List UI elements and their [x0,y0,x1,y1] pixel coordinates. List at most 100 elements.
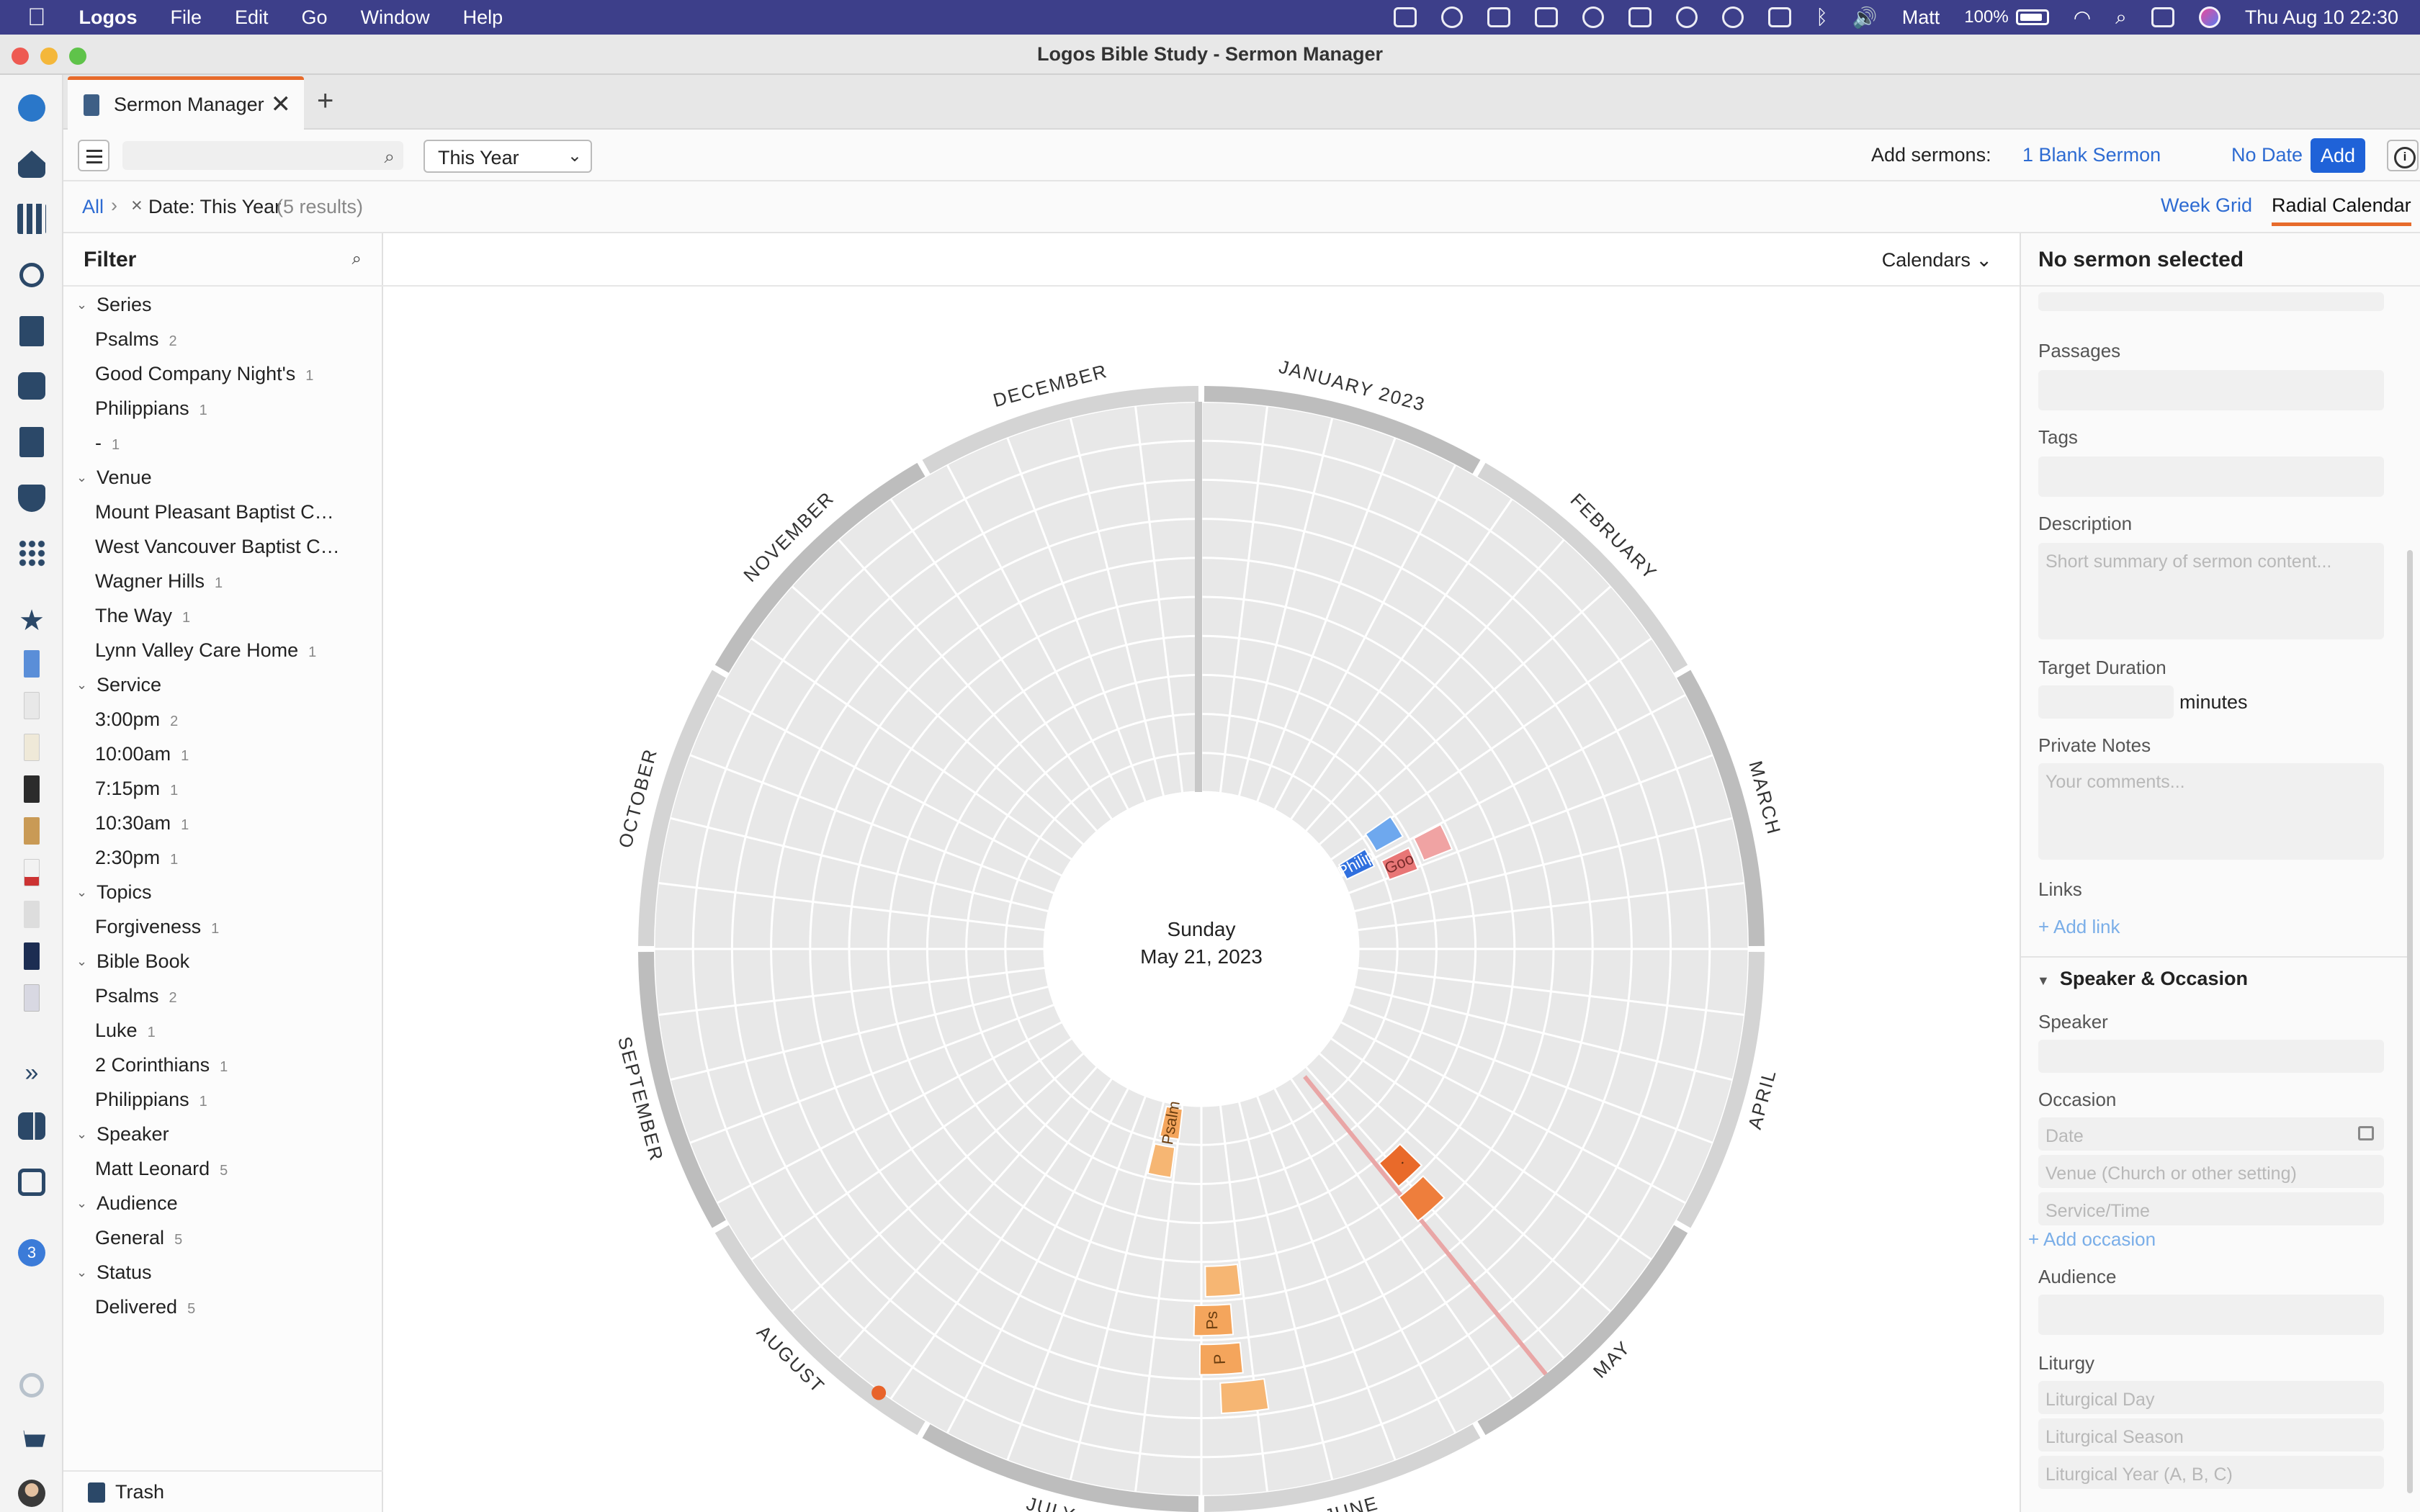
home-icon[interactable] [14,147,49,181]
date-range-select[interactable]: This Year ⌄ [424,140,592,173]
control-center-icon[interactable] [2151,7,2174,27]
liturgical-day-field[interactable]: Liturgical Day [2038,1381,2384,1414]
sermon-event[interactable] [1219,1377,1270,1415]
sermon-event[interactable]: . [1378,1143,1423,1188]
sermon-event[interactable]: Ps [1193,1303,1234,1337]
month-band[interactable] [1204,386,1481,474]
breadcrumb-all[interactable]: All [82,196,104,217]
apple-menu-icon[interactable]:  [27,4,46,32]
filter-item[interactable]: The Way 1 [95,605,191,626]
status-layout-icon[interactable] [1487,7,1511,27]
checklist-icon[interactable] [14,369,49,403]
menu-help[interactable]: Help [444,6,503,28]
month-band[interactable] [1677,951,1765,1228]
filter-item[interactable]: West Vancouver Baptist Ch…1 [95,536,427,558]
book-thumb-5[interactable] [14,814,49,848]
app-menu[interactable]: Logos [60,6,138,28]
new-tab-button[interactable]: + [317,85,334,117]
audience-field[interactable] [2038,1295,2384,1335]
add-link-button[interactable]: + Add link [2038,916,2120,937]
service-time-field[interactable]: Service/Time [2038,1192,2384,1225]
filter-group-4[interactable]: ⌄ Bible Book [76,950,190,972]
filter-group-1[interactable]: ⌄ Venue [76,467,152,488]
filter-group-3[interactable]: ⌄ Topics [76,881,152,903]
title-field[interactable] [2038,292,2384,311]
filter-group-7[interactable]: ⌄ Status [76,1261,152,1283]
sermon-event[interactable] [1147,1143,1176,1179]
book-thumb-9[interactable] [14,981,49,1015]
notification-badge[interactable]: 3 [14,1236,49,1270]
book-thumb-4[interactable] [14,772,49,806]
filter-item[interactable]: 10:00am 1 [95,743,189,765]
tags-field[interactable] [2038,456,2384,497]
filter-item[interactable]: 7:15pm 1 [95,778,179,799]
book-thumb-2[interactable] [14,688,49,723]
filter-group-6[interactable]: ⌄ Audience [76,1192,178,1214]
filter-item[interactable]: Luke 1 [95,1020,156,1041]
book-thumb-1[interactable] [14,647,49,681]
passages-field[interactable] [2038,370,2384,410]
add-button[interactable]: Add [2311,138,2365,173]
filter-item[interactable]: Psalms 2 [95,328,177,350]
sermon-event[interactable]: Psalm [1158,1099,1184,1146]
wifi-icon[interactable]: ◠ [2073,6,2092,29]
month-band[interactable] [1204,1424,1481,1512]
library-icon[interactable] [14,202,49,236]
sermon-event[interactable] [1204,1263,1242,1297]
zoom-window-button[interactable] [69,48,86,65]
sermon-event[interactable] [1412,823,1453,862]
sermon-event[interactable] [1397,1175,1446,1223]
sermon-event[interactable] [1364,815,1404,852]
time-machine-icon[interactable] [1676,6,1698,28]
expand-icon[interactable]: » [24,1058,39,1086]
display-icon[interactable] [1768,7,1792,27]
filter-item[interactable]: 2:30pm 1 [95,847,179,868]
add-occasion-button[interactable]: + Add occasion [2028,1228,2156,1250]
menu-window[interactable]: Window [342,6,430,28]
radial-calendar[interactable]: JANUARY 2023FEBRUARYMARCHAPRILMAYJUNEJUL… [383,287,2020,1512]
book-thumb-8[interactable] [14,939,49,973]
filter-item[interactable]: Matt Leonard 5 [95,1158,228,1179]
no-date-link[interactable]: No Date [2231,144,2303,166]
spotlight-icon[interactable]: ⌕ [2115,5,2127,28]
play-icon[interactable] [1722,6,1744,28]
filter-item[interactable]: -1 [95,432,120,454]
venue-field[interactable]: Venue (Church or other setting) [2038,1155,2384,1188]
clipboard-icon[interactable] [14,1165,49,1200]
close-window-button[interactable] [12,48,29,65]
description-field[interactable]: Short summary of sermon content... [2038,543,2384,639]
filter-item[interactable]: Good Company Night's 1 [95,363,314,384]
filter-item[interactable]: Delivered 5 [95,1296,196,1318]
filter-item[interactable]: Forgiveness 1 [95,916,220,937]
duration-stepper[interactable] [2038,685,2174,719]
private-notes-field[interactable]: Your comments... [2038,763,2384,860]
cart-icon[interactable] [14,1424,49,1459]
month-band[interactable] [714,1225,926,1436]
menu-file[interactable]: File [152,6,202,28]
bible-icon[interactable] [14,314,49,348]
sermon-event[interactable]: P [1198,1341,1244,1376]
star-icon[interactable]: ★ [19,605,45,636]
calendar-icon[interactable] [2358,1126,2374,1140]
blank-sermon-link[interactable]: 1 Blank Sermon [2022,144,2161,166]
layout-icon[interactable] [14,1109,49,1143]
filter-item[interactable]: 10:30am 1 [95,812,189,834]
month-band[interactable] [638,670,726,947]
filter-group-5[interactable]: ⌄ Speaker [76,1123,169,1145]
filter-item[interactable]: 3:00pm 2 [95,708,179,730]
avatar[interactable] [14,1476,49,1511]
filter-search-icon[interactable]: ⌕ [351,249,362,269]
month-band[interactable] [922,386,1199,474]
filter-item[interactable]: Lynn Valley Care Home 1 [95,639,317,661]
filter-group-2[interactable]: ⌄ Service [76,674,162,696]
trash-button[interactable]: Trash [88,1481,164,1503]
sync-icon[interactable] [14,1368,49,1403]
status-sidebar-icon[interactable] [1535,7,1559,27]
battery-status[interactable]: 100% [1964,7,2049,27]
menu-edit[interactable]: Edit [216,6,269,28]
clock[interactable]: Thu Aug 10 22:30 [2244,6,2398,28]
month-band[interactable] [638,951,726,1228]
tab-radial-calendar[interactable]: Radial Calendar [2272,194,2411,226]
search-input[interactable]: ⌕ [122,141,403,170]
close-tab-icon[interactable]: ✕ [270,91,292,118]
